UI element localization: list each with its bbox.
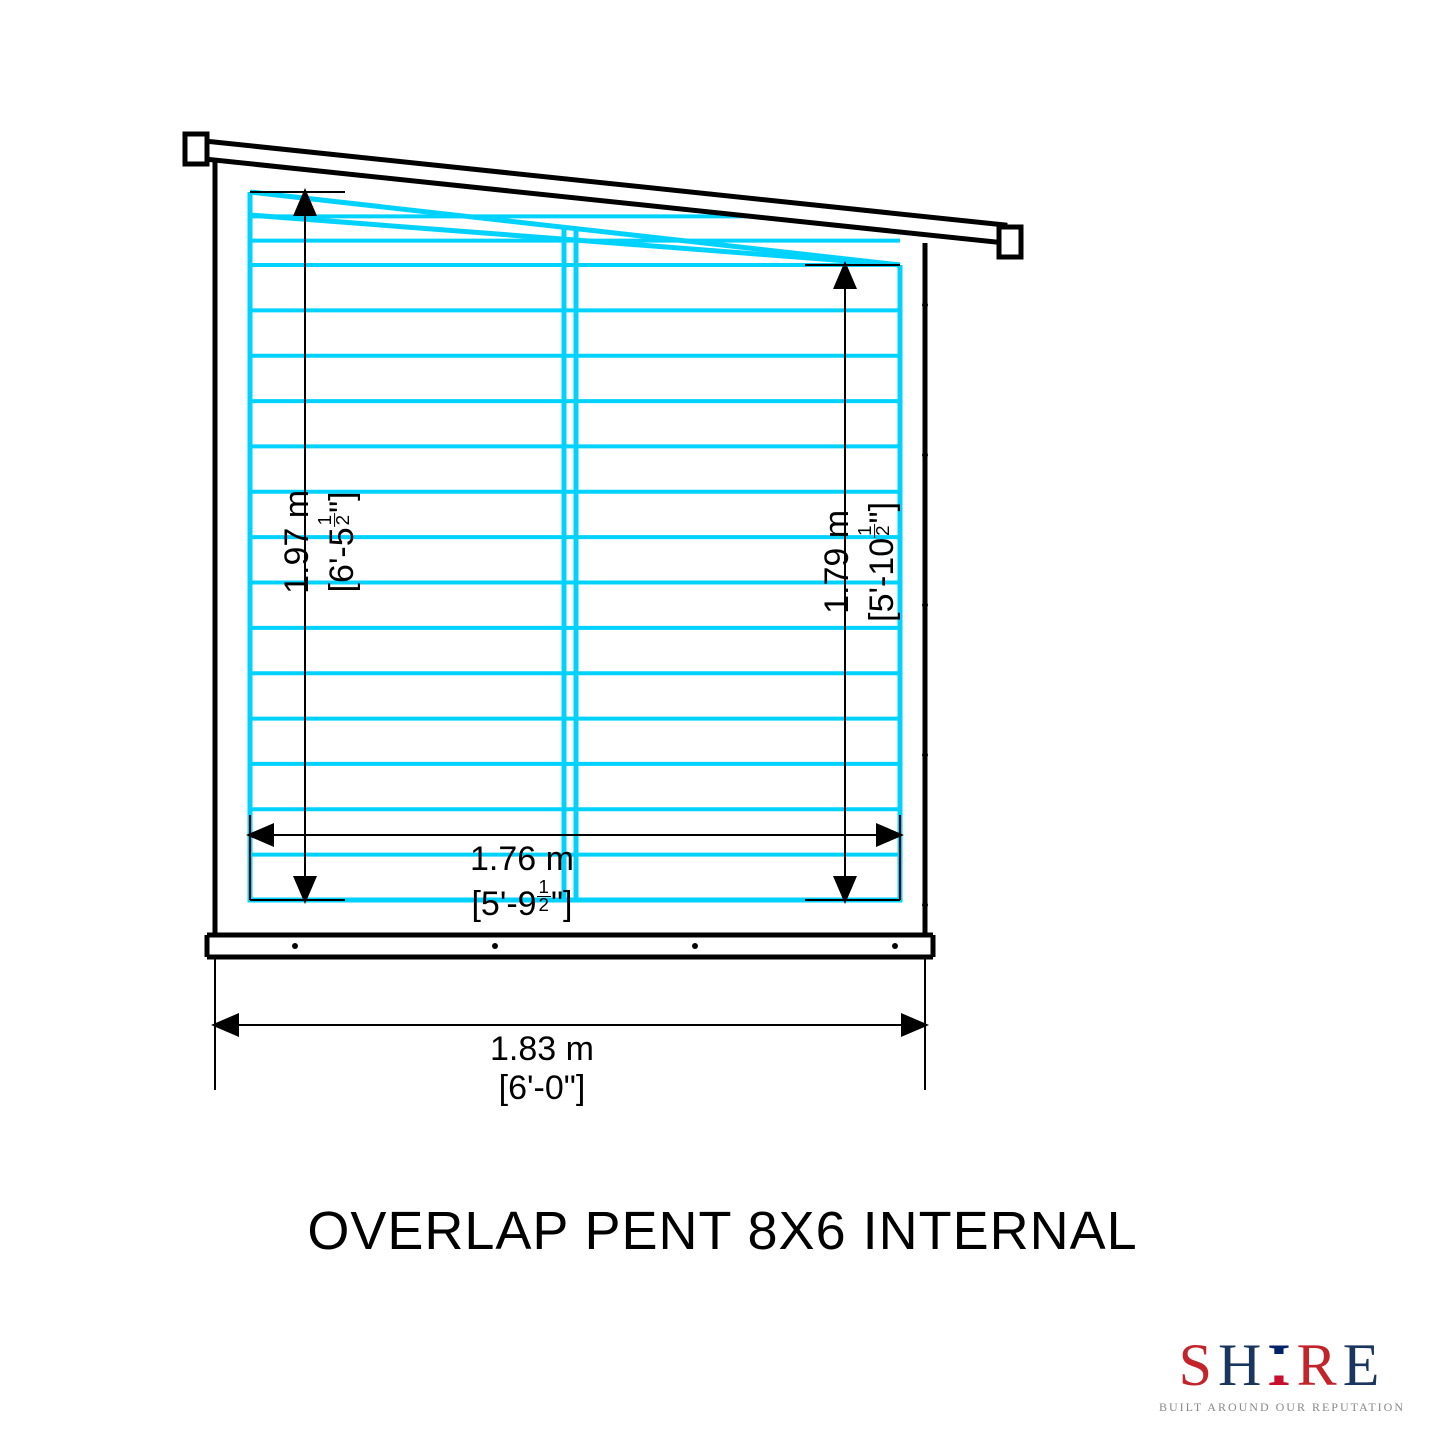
dim-ext-width: 1.83 m [6'-0"] <box>490 1030 594 1108</box>
dim-height-left: 1.97 m [6'-512"] <box>278 442 362 642</box>
dim-int-width: 1.76 m [5'-912"] <box>470 840 574 924</box>
dim-height-right: 1.79 m [5'-1012"] <box>818 462 902 662</box>
diagram-canvas: OVERLAP PENT 8X6 INTERNAL 1.76 m [5'-912… <box>0 0 1445 1445</box>
brand-logo: SHIRE BUILT AROUND OUR REPUTATION <box>1159 1331 1405 1415</box>
diagram-title: OVERLAP PENT 8X6 INTERNAL <box>0 1200 1445 1262</box>
